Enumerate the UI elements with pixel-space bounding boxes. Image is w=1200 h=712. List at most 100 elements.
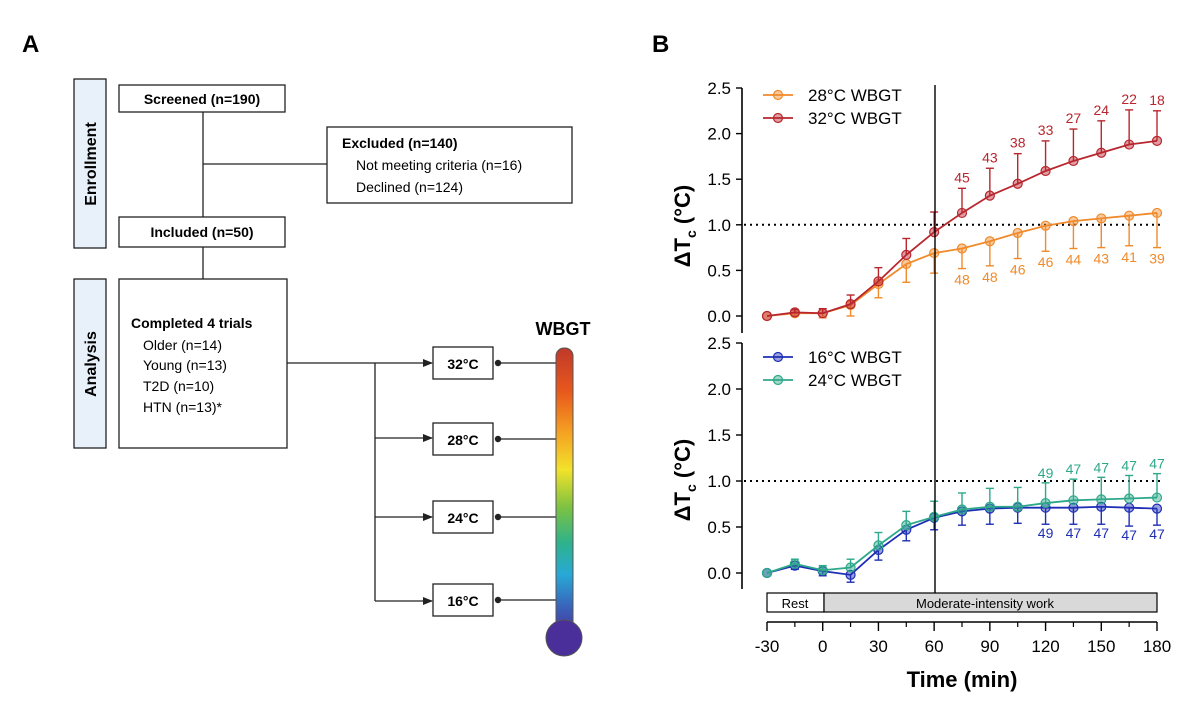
data-point xyxy=(1124,502,1135,513)
panel-b: B 0.00.51.01.52.02.5 ΔTc (°C) 48 48 46 46 44… xyxy=(652,31,1171,692)
screened-label: Screened (n=190) xyxy=(144,91,260,107)
n-label: 48 xyxy=(954,272,970,288)
data-point xyxy=(901,258,912,270)
y-label-sub: c xyxy=(683,484,699,492)
y-tick-label: 2.0 xyxy=(707,125,731,144)
phase-work-box xyxy=(823,592,1158,613)
thermo-connector-dots xyxy=(494,359,502,604)
n-label: 27 xyxy=(1066,110,1082,126)
data-point xyxy=(1124,139,1135,150)
y-ticks-bottom: 0.0 0.5 1.0 1.5 2.0 2.5 xyxy=(707,334,742,583)
legend-entry: 28°C WBGT xyxy=(808,86,902,105)
x-axis-label: Time (min) xyxy=(907,667,1018,692)
analysis-side-label: Analysis xyxy=(83,331,100,397)
condition-label-24: 24°C xyxy=(447,510,478,526)
n-label: 47 xyxy=(1093,459,1109,475)
data-point xyxy=(1012,227,1023,239)
data-point xyxy=(956,207,968,219)
enrollment-side-box xyxy=(73,78,107,249)
legend-bottom: 16°C WBGT 24°C WBGT xyxy=(763,348,902,390)
data-point xyxy=(1151,503,1163,514)
n-label: 47 xyxy=(1149,456,1165,472)
data-point xyxy=(984,236,995,247)
data-point xyxy=(817,565,828,576)
data-point xyxy=(1040,165,1051,177)
thermometer-tube xyxy=(555,347,574,639)
chart-top: 0.0 0.5 1.0 1.5 2.0 2.5 ΔTc (°C) 48 48 46 46 44 43… xyxy=(670,79,1165,333)
legend-swatch-marker xyxy=(772,351,784,363)
condition-box-16 xyxy=(432,583,494,617)
condition-label-32: 32°C xyxy=(447,356,478,372)
excluded-line: Declined (n=124) xyxy=(356,179,463,195)
y-tick-label: 0.5 xyxy=(707,518,731,537)
data-point xyxy=(789,307,800,318)
n-label: 18 xyxy=(1149,92,1165,108)
data-point xyxy=(929,226,940,238)
n-label: 44 xyxy=(1066,252,1082,268)
data-point xyxy=(1040,220,1051,231)
phase-rest-label: Rest xyxy=(782,596,809,611)
data-point xyxy=(984,501,995,512)
completed-title: Completed 4 trials xyxy=(131,315,253,331)
condition-box-28 xyxy=(432,422,494,456)
y-axis-label-bottom: ΔTc (°C) xyxy=(670,439,699,522)
data-point xyxy=(845,569,856,580)
series-line xyxy=(766,140,1158,317)
panel-b-label: B xyxy=(652,31,669,58)
data-point xyxy=(845,299,856,310)
y-axis-label-top: ΔTc (°C) xyxy=(670,185,699,268)
data-point xyxy=(1096,494,1107,505)
series-line xyxy=(766,505,1158,576)
thermometer-bulb xyxy=(545,619,583,657)
n-label: 43 xyxy=(982,149,998,165)
x-tick-label: 60 xyxy=(925,637,944,656)
data-point xyxy=(929,247,940,259)
data-point xyxy=(1068,216,1079,227)
series-line xyxy=(766,496,1158,574)
completed-line: Young (n=13) xyxy=(143,357,227,373)
series-bottom: 49 47 47 47 47 49 47 47 47 47 xyxy=(744,456,1165,583)
data-point xyxy=(789,558,800,569)
included-box xyxy=(118,216,286,248)
data-point xyxy=(1151,135,1163,146)
n-label: 47 xyxy=(1093,525,1109,541)
n-label: 33 xyxy=(1038,122,1054,138)
y-ticks-top: 0.0 0.5 1.0 1.5 2.0 2.5 xyxy=(707,79,742,326)
n-label: 24 xyxy=(1093,102,1109,118)
n-label: 49 xyxy=(1038,525,1054,541)
legend-top: 28°C WBGT 32°C WBGT xyxy=(763,86,902,128)
n-label: 46 xyxy=(1038,254,1054,270)
y-tick-label: 2.0 xyxy=(707,380,731,399)
n-label: 45 xyxy=(954,169,970,185)
flow-connectors xyxy=(202,112,433,605)
data-point xyxy=(1096,501,1107,512)
data-point xyxy=(1068,502,1079,513)
n-label: 48 xyxy=(982,269,998,285)
n-label: 47 xyxy=(1149,526,1165,542)
data-point xyxy=(1068,495,1079,506)
y-label-sub: c xyxy=(683,230,699,238)
data-point xyxy=(761,310,773,322)
analysis-side-box xyxy=(73,278,107,449)
legend-swatch-marker xyxy=(772,89,784,101)
x-tick-label: 90 xyxy=(980,637,999,656)
y-tick-label: 0.5 xyxy=(707,261,731,280)
y-tick-label: 1.0 xyxy=(707,216,731,235)
wbgt-label: WBGT xyxy=(536,319,591,339)
data-point xyxy=(1151,492,1163,503)
data-point xyxy=(873,540,884,551)
x-tick-label: 0 xyxy=(818,637,827,656)
condition-box-24 xyxy=(432,500,494,534)
y-tick-label: 1.0 xyxy=(707,472,731,491)
n-label: 47 xyxy=(1121,527,1137,543)
y-tick-label: 0.0 xyxy=(707,307,731,326)
n-label: 47 xyxy=(1066,525,1082,541)
data-point xyxy=(845,562,856,573)
screened-box xyxy=(118,84,286,113)
y-tick-label: 2.5 xyxy=(707,334,731,353)
data-point xyxy=(901,249,912,260)
data-point xyxy=(929,511,940,522)
panel-a: A Enrollment Analysis Screened (n=190) E… xyxy=(22,31,591,657)
n-label: 39 xyxy=(1149,251,1165,267)
n-label: 46 xyxy=(1010,262,1026,278)
